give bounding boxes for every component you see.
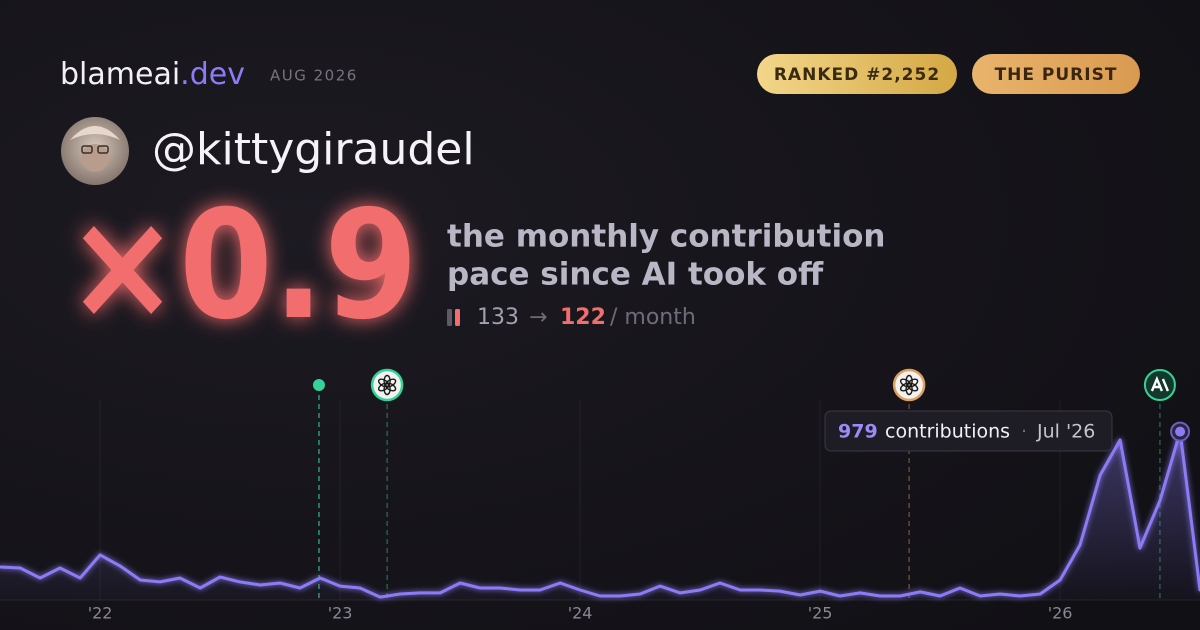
pace-after: 122 xyxy=(560,305,606,330)
event-icon xyxy=(370,368,404,402)
pace-arrow: → xyxy=(529,305,547,330)
pace-icon xyxy=(447,309,452,326)
tooltip-label: contributions xyxy=(885,421,1010,443)
brand-tld: .dev xyxy=(180,57,245,92)
event-logo xyxy=(377,378,390,388)
description: pace since AI took off xyxy=(447,257,824,293)
area-fill xyxy=(0,431,1200,600)
event-dot xyxy=(312,379,325,391)
badge xyxy=(972,54,1140,94)
x-tick-label: '24 xyxy=(568,604,593,623)
tooltip: 979 contributions · Jul '26 xyxy=(824,410,1113,452)
tooltip-box xyxy=(824,410,1113,452)
brand: blameai.dev xyxy=(60,57,245,92)
description: the monthly contribution xyxy=(447,219,885,255)
event-icon xyxy=(892,368,926,402)
event-logo xyxy=(899,378,912,388)
pace-before: 133 xyxy=(477,305,519,330)
x-tick-label: '26 xyxy=(1048,604,1073,623)
highlight-point xyxy=(1175,426,1186,437)
x-tick-label: '22 xyxy=(88,604,113,623)
multiplier: ×0.9 xyxy=(66,179,418,353)
username: @kittygiraudel xyxy=(152,124,475,175)
badge-label: THE PURIST xyxy=(995,65,1118,85)
pace-icon xyxy=(455,309,460,326)
badge-label: RANKED #2,252 xyxy=(774,65,940,85)
brand-name: blameai xyxy=(60,57,180,92)
pace-unit: / month xyxy=(610,305,696,330)
tooltip-value: 979 xyxy=(838,421,878,443)
tooltip-date: Jul '26 xyxy=(1036,421,1095,443)
badge xyxy=(757,54,957,94)
event-logo xyxy=(1150,375,1170,392)
avatar xyxy=(61,117,129,185)
x-tick-label: '23 xyxy=(328,604,353,623)
date: AUG 2026 xyxy=(270,67,358,85)
chart: '22 '23 '24 '25 '26 xyxy=(0,368,1200,623)
line xyxy=(0,430,1200,599)
tooltip-separator: · xyxy=(1021,421,1027,443)
x-tick-label: '25 xyxy=(808,604,833,623)
